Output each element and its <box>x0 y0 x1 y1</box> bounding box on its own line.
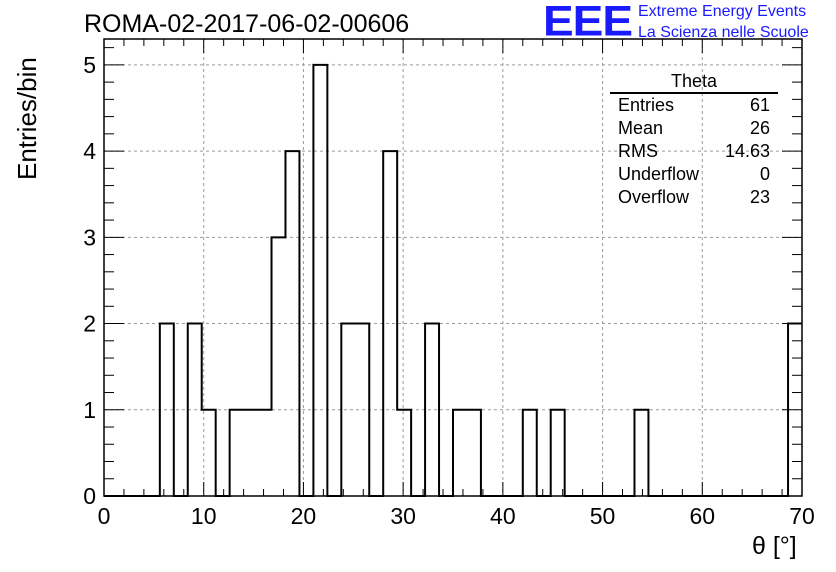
histogram-outline <box>104 63 802 497</box>
y-tick-label: 5 <box>83 52 96 78</box>
y-tick-label: 4 <box>83 138 96 164</box>
stats-value: 23 <box>749 187 770 207</box>
stats-row-rms: RMS 14.63 <box>610 140 778 163</box>
x-tick-label: 50 <box>590 503 616 529</box>
stats-row-entries: Entries 61 <box>610 94 778 117</box>
stats-title: Theta <box>610 70 778 94</box>
logo-line-2: La Scienza nelle Scuole <box>638 24 809 41</box>
x-tick-label: 30 <box>390 503 416 529</box>
x-tick-label: 20 <box>291 503 317 529</box>
x-tick-label: 70 <box>789 503 815 529</box>
y-tick-label: 2 <box>83 311 96 337</box>
x-tick-label: 10 <box>191 503 217 529</box>
y-tick-label: 3 <box>83 224 96 250</box>
stats-value: 14.63 <box>724 141 770 161</box>
stats-label: Entries <box>618 95 675 115</box>
y-tick-label: 1 <box>83 397 96 423</box>
stats-label: Mean <box>618 118 664 138</box>
stats-row-overflow: Overflow 23 <box>610 186 778 209</box>
x-tick-label: 40 <box>490 503 516 529</box>
logo-line-1: Extreme Energy Events <box>638 3 807 20</box>
stats-value: 26 <box>749 118 770 138</box>
run-title: ROMA-02-2017-06-02-00606 <box>84 10 410 38</box>
stats-label: Overflow <box>618 187 690 207</box>
eee-logo: EEE <box>543 0 633 45</box>
stats-row-underflow: Underflow 0 <box>610 163 778 186</box>
stats-value: 0 <box>759 164 770 184</box>
stats-value: 61 <box>749 95 770 115</box>
stats-label: RMS <box>618 141 658 161</box>
x-axis-label: θ [°] <box>752 532 797 560</box>
stats-box: Theta Entries 61 Mean 26 RMS 14.63 Under… <box>610 70 778 209</box>
stats-label: Underflow <box>618 164 700 184</box>
y-tick-label: 0 <box>83 483 96 509</box>
stats-row-mean: Mean 26 <box>610 117 778 140</box>
x-tick-label: 0 <box>98 503 111 529</box>
y-axis-label: Entries/bin <box>12 57 42 180</box>
x-tick-label: 60 <box>689 503 715 529</box>
